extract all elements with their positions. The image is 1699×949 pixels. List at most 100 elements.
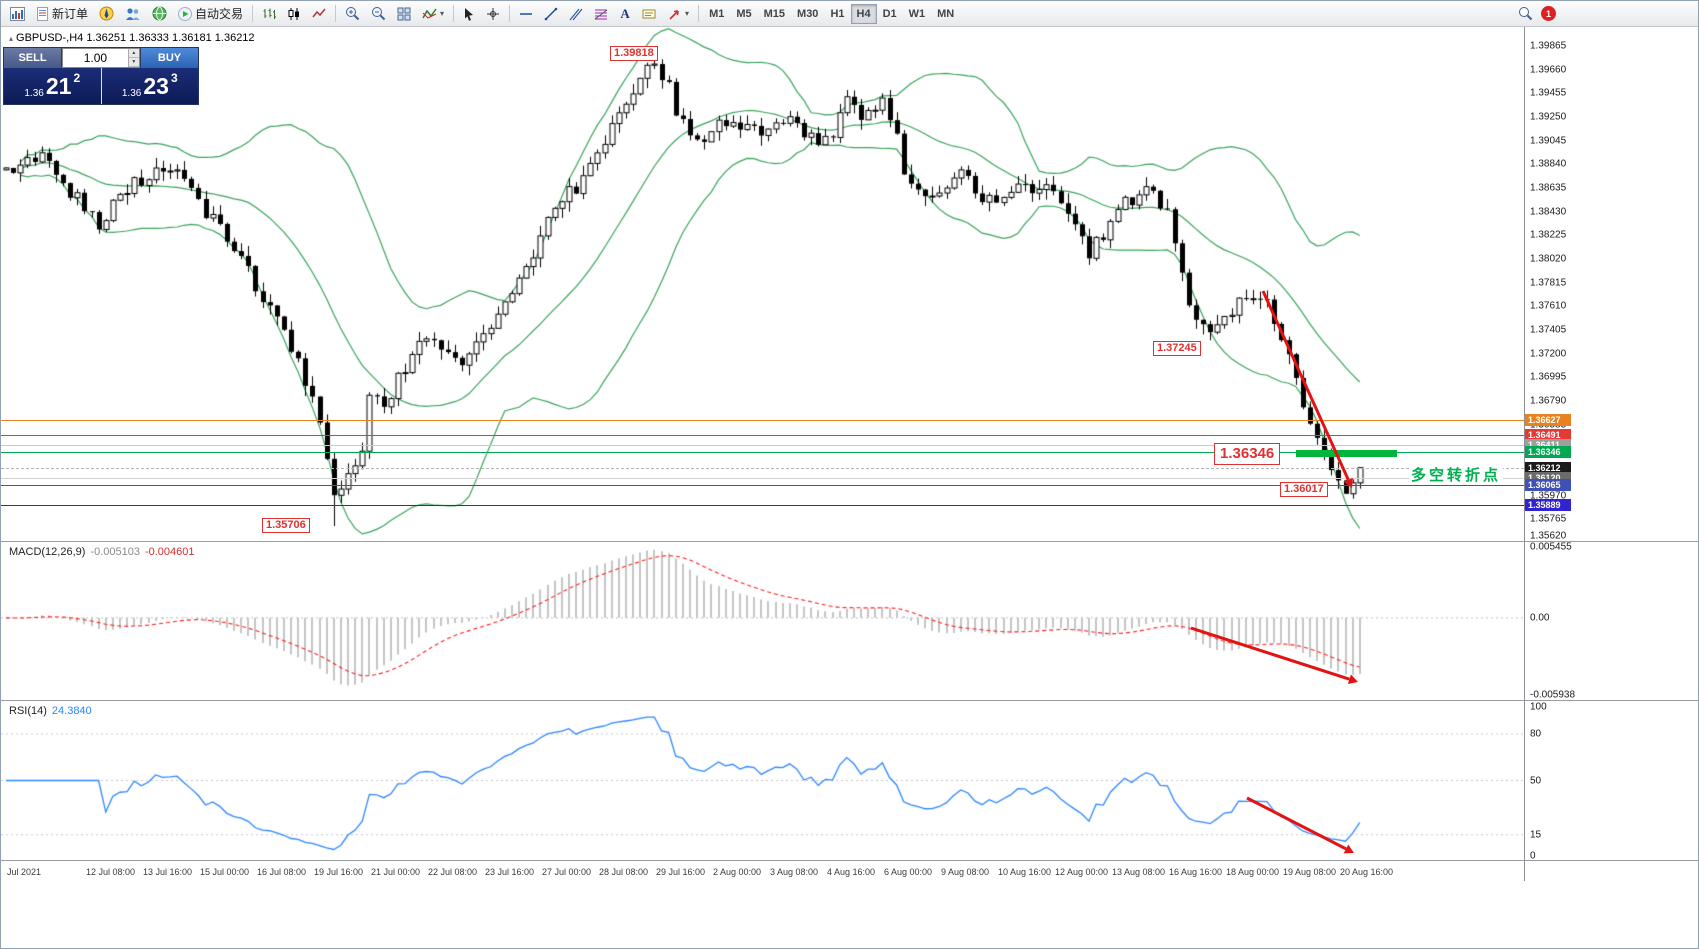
notification-badge[interactable]: 1: [1541, 6, 1556, 21]
volume-input[interactable]: [63, 49, 128, 67]
accounts-icon: [126, 7, 140, 20]
rsi-axis-label: 80: [1530, 728, 1542, 740]
horizontal-line-1.36411[interactable]: [1, 445, 1524, 446]
toolbar-separator: [698, 5, 700, 22]
tile-windows-icon: [397, 7, 411, 20]
macd-main-value: -0.005103: [90, 546, 140, 558]
price-axis-tick: 1.38635: [1530, 182, 1567, 194]
horizontal-line-1.35889[interactable]: [1, 505, 1524, 506]
new-order-button[interactable]: 新订单: [31, 3, 93, 25]
volume-up-button[interactable]: ▲: [128, 49, 139, 58]
timeframe-button-mn[interactable]: MN: [931, 4, 960, 24]
time-axis-label: 13 Jul 16:00: [143, 867, 193, 877]
bar-chart-mode-button[interactable]: [257, 3, 281, 25]
horizontal-line-1.3612[interactable]: [1, 478, 1524, 479]
trendline-tool-button[interactable]: [539, 3, 563, 25]
price-axis-tick: 1.37200: [1530, 348, 1567, 360]
toolbar-right-group: 1: [1518, 6, 1556, 21]
price-axis-tick: 1.37815: [1530, 277, 1567, 289]
accounts-button[interactable]: [120, 3, 146, 25]
horizontal-line-tool-button[interactable]: [514, 3, 538, 25]
search-icon[interactable]: [1518, 6, 1533, 21]
sell-header-button[interactable]: SELL: [4, 48, 62, 68]
community-button[interactable]: [147, 3, 172, 25]
arrows-tool-button[interactable]: ▾: [663, 3, 694, 25]
price-axis-tick: 1.35970: [1530, 490, 1567, 502]
text-tool-button[interactable]: A: [614, 3, 636, 25]
price-callout-1.35706[interactable]: 1.35706: [262, 518, 310, 533]
cursor-tool-button[interactable]: [458, 3, 480, 25]
price-axis-tick: 1.36995: [1530, 371, 1567, 383]
price-tag-1.36346: 1.36346: [1525, 446, 1571, 459]
rsi-value: 24.3840: [51, 705, 92, 717]
price-tag-1.36212: 1.36212: [1525, 461, 1571, 474]
time-axis-label: 16 Aug 16:00: [1169, 867, 1223, 877]
fibonacci-tool-button[interactable]: [589, 3, 613, 25]
community-globe-icon: [152, 6, 167, 21]
price-callout-1.39818[interactable]: 1.39818: [610, 46, 658, 61]
time-axis-label: 23 Jul 16:00: [485, 867, 535, 877]
line-chart-icon: [312, 8, 326, 17]
horizontal-line-1.36627[interactable]: [1, 420, 1524, 421]
crosshair-tool-button[interactable]: [481, 3, 505, 25]
sell-price-pip: 2: [73, 71, 81, 85]
timeframe-button-w1[interactable]: W1: [903, 4, 932, 24]
price-axis-tick: 1.37405: [1530, 324, 1567, 336]
time-axis-label: 12 Jul 08:00: [86, 867, 136, 877]
rsi-axis-label: 15: [1530, 829, 1542, 841]
text-tool-icon: A: [620, 5, 630, 21]
text-label-tool-button[interactable]: [637, 3, 662, 25]
volume-down-button[interactable]: ▼: [128, 58, 139, 67]
main-chart-canvas[interactable]: [1, 27, 1524, 541]
new-chart-button[interactable]: [5, 3, 30, 25]
timeframe-button-m5[interactable]: M5: [730, 4, 757, 24]
support-highlight-bar[interactable]: [1296, 450, 1397, 457]
rsi-name: RSI(14): [9, 705, 47, 717]
timeframe-button-h4[interactable]: H4: [850, 3, 877, 24]
new-order-icon: [37, 6, 48, 21]
macd-axis-label: -0.005938: [1530, 689, 1576, 701]
price-axis-border[interactable]: [1524, 27, 1525, 881]
buy-header-button[interactable]: BUY: [140, 48, 198, 68]
time-axis-label: 9 Aug 08:00: [941, 867, 990, 877]
channel-tool-button[interactable]: [564, 3, 588, 25]
panel-splitter-macd[interactable]: [1, 541, 1698, 542]
time-axis-label: 15 Jul 00:00: [200, 867, 250, 877]
timeframe-button-m15[interactable]: M15: [758, 4, 791, 24]
rsi-axis-label: 50: [1530, 775, 1542, 786]
panel-splitter-rsi[interactable]: [1, 700, 1698, 701]
turning-point-note[interactable]: 多空转折点: [1409, 464, 1504, 485]
zoom-out-button[interactable]: [366, 3, 391, 25]
toolbar-separator: [335, 5, 337, 22]
timeframe-button-m30[interactable]: M30: [791, 4, 824, 24]
line-chart-mode-button[interactable]: [307, 3, 331, 25]
time-axis-label: 19 Aug 08:00: [1283, 867, 1337, 877]
timeframe-button-d1[interactable]: D1: [877, 4, 903, 24]
horizontal-line-1.36491[interactable]: [1, 435, 1524, 436]
zoom-in-icon: [346, 7, 360, 21]
cursor-icon: [465, 7, 474, 21]
symbol-ohlc: 1.36251 1.36333 1.36181 1.36212: [86, 32, 255, 44]
timeframe-button-m1[interactable]: M1: [703, 4, 730, 24]
time-axis-label: Jul 2021: [7, 867, 42, 877]
autotrading-button[interactable]: 自动交易: [173, 3, 248, 25]
timeframe-button-h1[interactable]: H1: [824, 4, 850, 24]
candlestick-mode-button[interactable]: [282, 3, 306, 25]
time-axis[interactable]: [1, 861, 1698, 883]
sell-price-button[interactable]: 1.36 21 2: [4, 68, 102, 104]
price-callout-1.36017[interactable]: 1.36017: [1280, 482, 1328, 497]
trendline-icon: [544, 7, 558, 20]
indicators-button[interactable]: ▾: [417, 3, 449, 25]
horizontal-line-1.36346[interactable]: [1, 452, 1524, 453]
tile-windows-button[interactable]: [392, 3, 416, 25]
price-callout-1.36346[interactable]: 1.36346: [1214, 443, 1281, 465]
horizontal-line-1.36212[interactable]: [1, 468, 1524, 469]
buy-price-button[interactable]: 1.36 23 3: [102, 68, 199, 104]
horizontal-line-1.36065[interactable]: [1, 485, 1524, 486]
price-callout-1.37245[interactable]: 1.37245: [1153, 341, 1201, 356]
rsi-indicator-canvas[interactable]: [1, 701, 1524, 860]
zoom-in-button[interactable]: [340, 3, 365, 25]
price-axis-tick: 1.39660: [1530, 64, 1567, 76]
macd-indicator-canvas[interactable]: [1, 542, 1524, 700]
compass-button[interactable]: [94, 3, 119, 25]
